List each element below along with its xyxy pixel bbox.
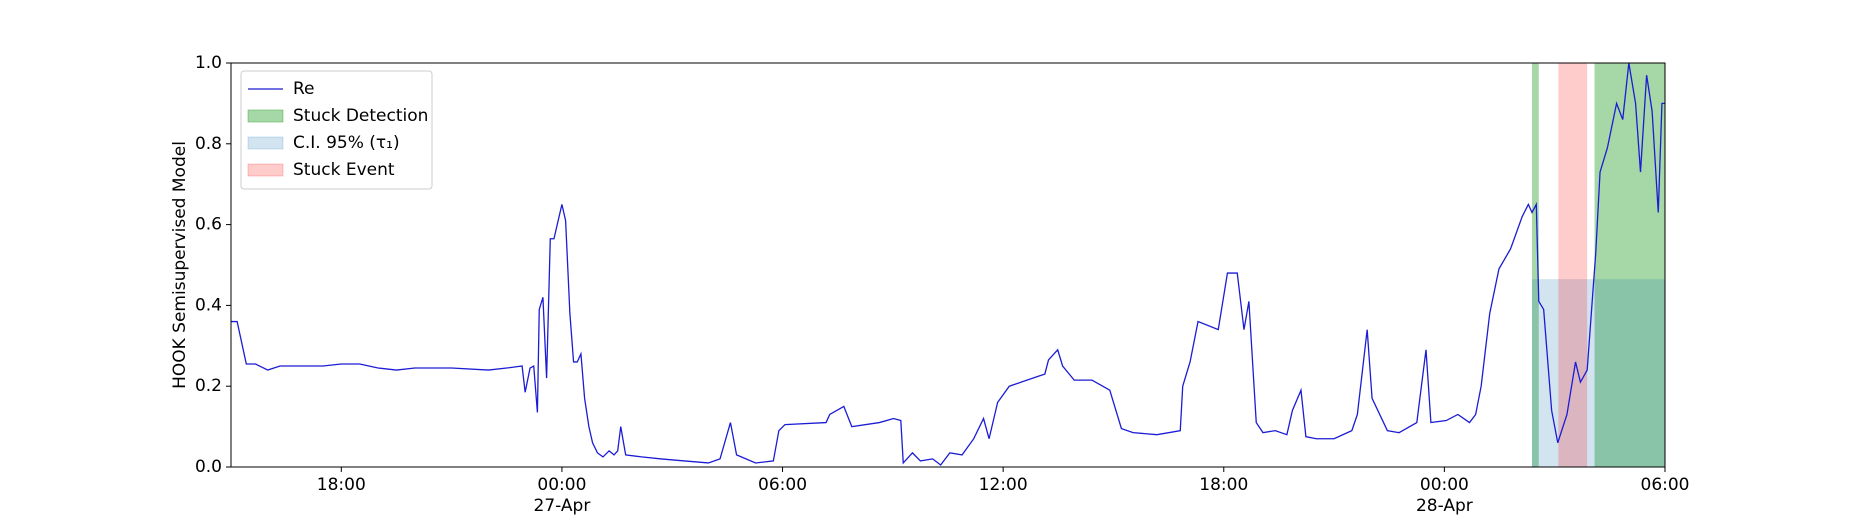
y-tick-label: 0.0 <box>195 457 222 477</box>
legend-swatch <box>247 109 284 123</box>
legend-frame <box>240 70 433 190</box>
x-tick-label: 12:00 <box>978 475 1028 495</box>
x-tick-label: 00:00 28-Apr <box>1415 475 1473 516</box>
legend-label: C.I. 95% (τ₁) <box>293 133 400 153</box>
y-tick-label: 0.4 <box>195 295 222 315</box>
x-tick-label: 06:00 <box>758 475 808 495</box>
span <box>1558 63 1588 467</box>
legend-swatch <box>247 136 284 150</box>
legend-label: Stuck Event <box>293 160 395 180</box>
legend-label: Stuck Detection <box>293 106 428 126</box>
legend-label: Re <box>293 79 315 99</box>
y-tick-label: 0.8 <box>195 134 222 154</box>
x-tick-label: 18:00 <box>1199 475 1249 495</box>
x-tick-label: 06:00 <box>1640 475 1690 495</box>
x-tick-label: 18:00 <box>316 475 366 495</box>
y-axis-label: HOOK Semisupervised Model <box>170 141 190 389</box>
span <box>1532 279 1665 467</box>
legend: Re Stuck Detection C.I. 95% (τ₁) Stuck Even… <box>240 70 433 190</box>
axes-frame <box>230 62 1666 468</box>
legend-swatch <box>247 163 284 177</box>
y-tick-label: 0.2 <box>195 376 222 396</box>
x-tick-label: 00:00 27-Apr <box>533 475 591 516</box>
span <box>1532 63 1539 467</box>
y-tick-label: 0.6 <box>195 215 222 235</box>
y-tick-label: 1.0 <box>195 53 222 73</box>
line <box>231 62 1665 466</box>
